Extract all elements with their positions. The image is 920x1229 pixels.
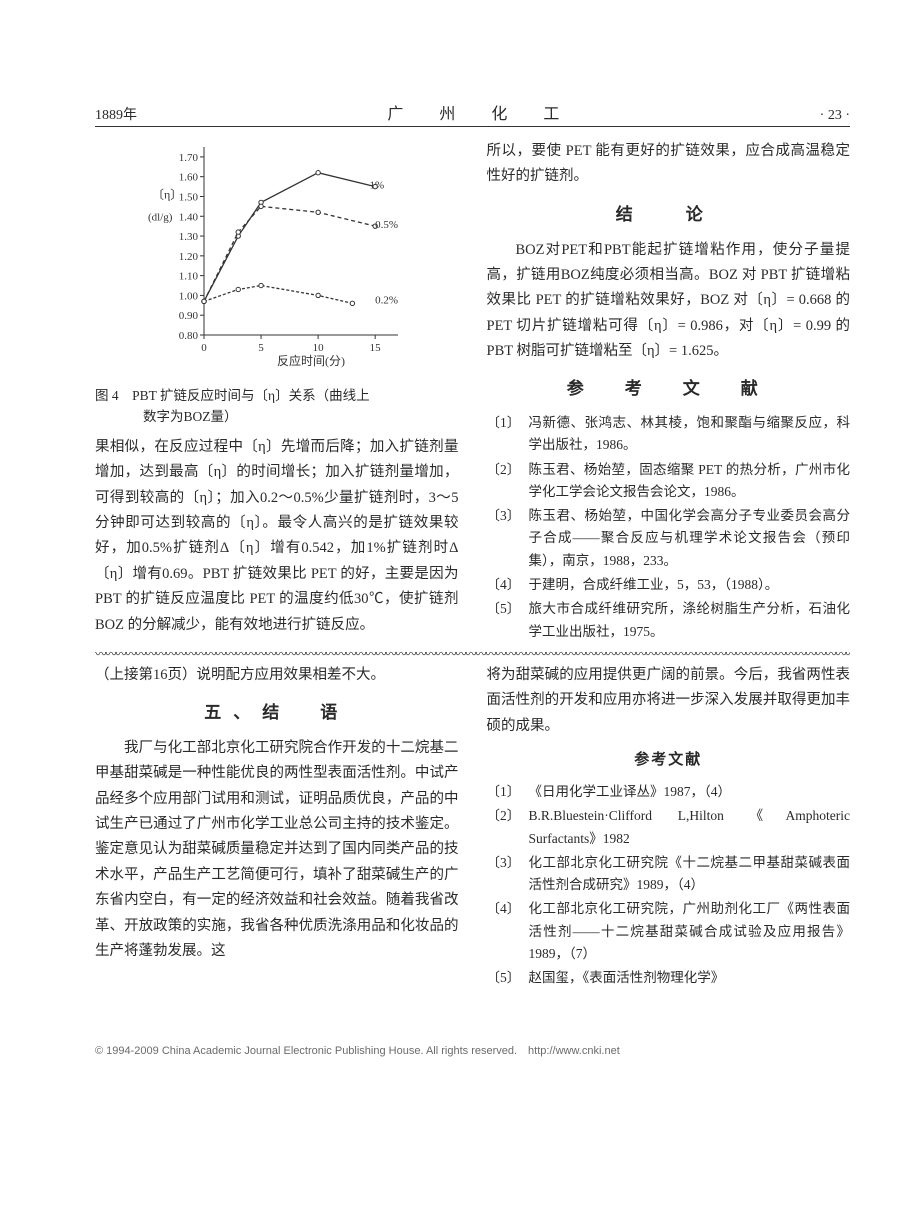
- page-header: 1889年 广 州 化 工 · 23 ·: [95, 100, 850, 127]
- section-5-body: 我厂与化工部北京化工研究院合作开发的十二烷基二甲基甜菜碱是一种性能优良的两性型表…: [95, 736, 459, 964]
- reference-text: 化工部北京化工研究院，广州助剂化工厂《两性表面活性剂——十二烷基甜菜碱合成试验及…: [529, 898, 851, 965]
- svg-text:10: 10: [312, 342, 324, 354]
- left-body-text: 果相似，在反应过程中〔η〕先增而后降；加入扩链剂量增加，达到最高〔η〕的时间增长…: [95, 435, 459, 638]
- reference-number: 〔1〕: [487, 781, 529, 803]
- reference-item: 〔2〕陈玉君、杨始堃，固态缩聚 PET 的热分析，广州市化学化工学会论文报告会论…: [487, 459, 851, 504]
- upper-right-column: 所以，要使 PET 能有更好的扩链效果，应合成高温稳定性好的扩链剂。 结 论 B…: [487, 139, 851, 645]
- reference-text: 陈玉君、杨始堃，中国化学会高分子专业委员会高分子合成——聚合反应与机理学术论文报…: [529, 505, 851, 572]
- reference-text: 化工部北京化工研究院《十二烷基二甲基甜菜碱表面活性剂合成研究》1989，（4）: [529, 852, 851, 897]
- header-year: 1889年: [95, 104, 137, 124]
- lower-columns: （上接第16页）说明配方应用效果相差不大。 五、结 语 我厂与化工部北京化工研究…: [95, 663, 850, 992]
- svg-text:0: 0: [201, 342, 207, 354]
- svg-text:15: 15: [369, 342, 381, 354]
- reference-number: 〔2〕: [487, 459, 529, 504]
- svg-text:1.40: 1.40: [179, 211, 199, 223]
- svg-text:0.5%: 0.5%: [375, 219, 398, 231]
- reference-text: 于建明，合成纤维工业，5，53，（1988）。: [529, 574, 851, 596]
- conclusion-heading: 结 论: [487, 200, 851, 230]
- reference-item: 〔5〕旅大市合成纤维研究所，涤纶树脂生产分析，石油化学工业出版社，1975。: [487, 598, 851, 643]
- caption-line1: 图 4 PBT 扩链反应时间与〔η〕关系（曲线上: [95, 388, 370, 403]
- svg-text:1%: 1%: [369, 180, 384, 192]
- section-5-heading: 五、结 语: [95, 698, 459, 728]
- svg-text:1.60: 1.60: [179, 172, 199, 184]
- reference-number: 〔4〕: [487, 574, 529, 596]
- lower-left-column: （上接第16页）说明配方应用效果相差不大。 五、结 语 我厂与化工部北京化工研究…: [95, 663, 459, 992]
- svg-text:1.00: 1.00: [179, 290, 199, 302]
- reference-item: 〔4〕化工部北京化工研究院，广州助剂化工厂《两性表面活性剂——十二烷基甜菜碱合成…: [487, 898, 851, 965]
- reference-item: 〔3〕陈玉君、杨始堃，中国化学会高分子专业委员会高分子合成——聚合反应与机理学术…: [487, 505, 851, 572]
- upper-columns: 0.800.901.001.101.201.301.401.501.601.70…: [95, 139, 850, 645]
- svg-text:1.10: 1.10: [179, 271, 199, 283]
- reference-number: 〔5〕: [487, 967, 529, 989]
- reference-item: 〔3〕化工部北京化工研究院《十二烷基二甲基甜菜碱表面活性剂合成研究》1989，（…: [487, 852, 851, 897]
- reference-item: 〔1〕《日用化学工业译丛》1987，（4）: [487, 781, 851, 803]
- svg-text:1.20: 1.20: [179, 251, 199, 263]
- right-intro-text: 所以，要使 PET 能有更好的扩链效果，应合成高温稳定性好的扩链剂。: [487, 139, 851, 190]
- svg-text:1.30: 1.30: [179, 231, 199, 243]
- references-1-heading: 参 考 文 献: [487, 374, 851, 404]
- reference-number: 〔1〕: [487, 412, 529, 457]
- lower-right-lead: 将为甜菜碱的应用提供更广阔的前景。今后，我省两性表面活性剂的开发和应用亦将进一步…: [487, 663, 851, 739]
- reference-number: 〔4〕: [487, 898, 529, 965]
- reference-text: 旅大市合成纤维研究所，涤纶树脂生产分析，石油化学工业出版社，1975。: [529, 598, 851, 643]
- svg-text:反应时间(分): 反应时间(分): [277, 353, 345, 368]
- reference-item: 〔5〕赵国玺，《表面活性剂物理化学》: [487, 967, 851, 989]
- references-2-list: 〔1〕《日用化学工业译丛》1987，（4）〔2〕B.R.Bluestein·Cl…: [487, 781, 851, 989]
- conclusion-body: BOZ对PET和PBT能起扩链增粘作用，使分子量提高，扩链用BOZ纯度必须相当高…: [487, 238, 851, 365]
- reference-item: 〔2〕B.R.Bluestein·Clifford L,Hilton 《Amph…: [487, 805, 851, 850]
- svg-text:5: 5: [258, 342, 264, 354]
- section-divider: 〰〰〰〰〰〰〰〰〰〰〰〰〰〰〰〰〰〰〰〰〰〰〰〰〰〰〰〰〰〰〰〰〰〰〰〰〰〰〰〰…: [95, 651, 850, 657]
- references-1-list: 〔1〕冯新德、张鸿志、林其棱，饱和聚酯与缩聚反应，科学出版社，1986。〔2〕陈…: [487, 412, 851, 643]
- footer-copyright: © 1994-2009 China Academic Journal Elect…: [95, 1042, 850, 1058]
- reference-number: 〔5〕: [487, 598, 529, 643]
- upper-left-column: 0.800.901.001.101.201.301.401.501.601.70…: [95, 139, 459, 645]
- reference-text: 陈玉君、杨始堃，固态缩聚 PET 的热分析，广州市化学化工学会论文报告会论文，1…: [529, 459, 851, 504]
- header-page-number: · 23 ·: [820, 108, 850, 124]
- caption-line2: 数字为BOZ量）: [95, 407, 459, 427]
- figure-4-chart: 0.800.901.001.101.201.301.401.501.601.70…: [142, 139, 412, 378]
- svg-text:0.2%: 0.2%: [375, 294, 398, 306]
- svg-text:〔η〕: 〔η〕: [152, 187, 182, 201]
- header-title: 广 州 化 工: [387, 100, 569, 124]
- figure-4-caption: 图 4 PBT 扩链反应时间与〔η〕关系（曲线上 数字为BOZ量）: [95, 386, 459, 427]
- references-2-heading: 参考文献: [487, 747, 851, 773]
- reference-number: 〔3〕: [487, 505, 529, 572]
- reference-text: 冯新德、张鸿志、林其棱，饱和聚酯与缩聚反应，科学出版社，1986。: [529, 412, 851, 457]
- lower-right-column: 将为甜菜碱的应用提供更广阔的前景。今后，我省两性表面活性剂的开发和应用亦将进一步…: [487, 663, 851, 992]
- svg-text:0.90: 0.90: [179, 310, 199, 322]
- svg-text:0.80: 0.80: [179, 330, 199, 342]
- reference-number: 〔2〕: [487, 805, 529, 850]
- reference-text: B.R.Bluestein·Clifford L,Hilton 《Amphote…: [529, 805, 851, 850]
- reference-item: 〔4〕于建明，合成纤维工业，5，53，（1988）。: [487, 574, 851, 596]
- svg-text:(dl/g): (dl/g): [148, 211, 173, 223]
- reference-item: 〔1〕冯新德、张鸿志、林其棱，饱和聚酯与缩聚反应，科学出版社，1986。: [487, 412, 851, 457]
- reference-number: 〔3〕: [487, 852, 529, 897]
- svg-text:1.70: 1.70: [179, 152, 199, 164]
- continuation-note: （上接第16页）说明配方应用效果相差不大。: [95, 663, 459, 688]
- reference-text: 赵国玺，《表面活性剂物理化学》: [529, 967, 851, 989]
- reference-text: 《日用化学工业译丛》1987，（4）: [529, 781, 851, 803]
